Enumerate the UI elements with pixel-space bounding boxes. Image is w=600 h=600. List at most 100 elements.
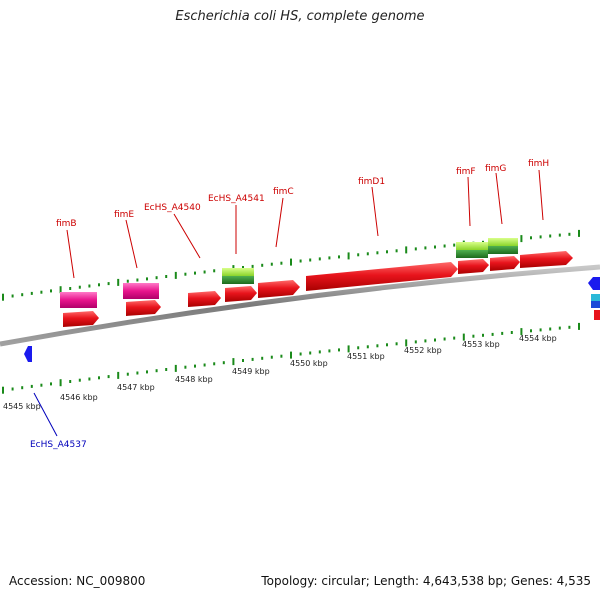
tick-mark [443, 337, 446, 341]
tick-mark [155, 369, 158, 373]
scale-label: 4551 kbp [347, 352, 385, 361]
tick-mark [386, 343, 388, 347]
tick-mark [107, 282, 110, 286]
gene-edge-blue-feature[interactable] [591, 301, 600, 308]
accession-text: Accession: NC_009800 [9, 574, 146, 588]
gene-label-fimD1[interactable]: fimD1 [358, 177, 385, 187]
tick-mark [11, 387, 14, 391]
tick-mark [69, 287, 72, 290]
genome-title: Escherichia coli HS, complete genome [175, 9, 425, 24]
tick-mark [213, 362, 216, 366]
gene-fimH-arrow[interactable] [520, 251, 573, 268]
tick-mark [203, 270, 206, 274]
upper-tick-track [2, 229, 580, 301]
gene-fimF-arrow[interactable] [458, 259, 489, 274]
gene-fimB-pink[interactable] [60, 292, 97, 308]
gene-label-fimH[interactable]: fimH [528, 159, 549, 169]
tick-mark [472, 334, 475, 338]
gene-label-fimE[interactable]: fimE [114, 210, 134, 220]
gene-edge-red-feature[interactable] [594, 310, 600, 320]
tick-mark [126, 372, 129, 376]
tick-mark [184, 365, 187, 369]
tick-mark [146, 277, 148, 281]
tick-mark [242, 359, 244, 362]
tick-mark [491, 332, 494, 336]
gene-fimG-green-b[interactable] [488, 246, 518, 254]
tick-mark [30, 291, 33, 295]
gene-EcHS_A4537-arrow[interactable] [24, 346, 32, 362]
tick-mark [434, 245, 436, 249]
tick-mark [280, 261, 283, 265]
gene-EcHS_A4540-arrow[interactable] [188, 291, 221, 307]
label-leader-lines [66, 169, 544, 279]
tick-mark [40, 290, 43, 294]
gene-fimG-green[interactable] [488, 238, 518, 246]
gene-label-fimC[interactable]: fimC [273, 187, 294, 197]
scale-label: 4547 kbp [117, 383, 155, 392]
tick-mark [11, 294, 14, 298]
gene-EcHS_A4541-arrow[interactable] [225, 286, 257, 302]
tick-mark [453, 243, 456, 247]
gene-edge-cyan-feature[interactable] [591, 294, 600, 301]
tick-mark [453, 336, 456, 340]
tick-mark [2, 386, 4, 394]
tick-mark [558, 326, 561, 330]
gene-fimC-arrow[interactable] [258, 280, 300, 298]
tick-mark [366, 252, 369, 256]
scale-label: 4554 kbp [519, 334, 557, 343]
scale-label: 4553 kbp [462, 340, 500, 349]
scale-label: 4549 kbp [232, 367, 270, 376]
topology-text: Topology: circular; Length: 4,643,538 bp… [261, 574, 591, 588]
tick-mark [117, 371, 120, 379]
gene-fimE-arrow[interactable] [126, 300, 161, 316]
tick-mark [424, 246, 427, 250]
tick-mark [328, 349, 331, 353]
gene-EcHS_A4541-green[interactable] [222, 268, 254, 276]
tick-mark [376, 344, 379, 348]
tick-mark [290, 258, 292, 266]
gene-label-EcHS_A4540[interactable]: EcHS_A4540 [144, 203, 201, 213]
tick-mark [78, 285, 81, 289]
tick-mark [155, 276, 158, 280]
gene-label-fimG[interactable]: fimG [485, 164, 506, 174]
tick-mark [318, 257, 321, 261]
gene-fimD1-arrow[interactable] [306, 262, 458, 291]
scale-label: 4550 kbp [290, 359, 328, 368]
gene-fimG-arrow[interactable] [490, 256, 520, 271]
gene-edge-blue-arrow[interactable] [588, 277, 600, 290]
tick-mark [21, 293, 24, 297]
tick-mark [174, 364, 177, 372]
tick-mark [213, 269, 216, 273]
gene-label-fimB[interactable]: fimB [56, 219, 77, 229]
scale-label: 4546 kbp [60, 393, 98, 402]
gene-fimE-pink[interactable] [123, 283, 159, 299]
tick-mark [424, 339, 427, 343]
tick-mark [549, 327, 552, 331]
tick-mark [78, 378, 81, 382]
gene-label-EcHS_A4541[interactable]: EcHS_A4541 [208, 194, 265, 204]
tick-mark [357, 346, 360, 350]
tick-mark [338, 255, 340, 259]
gene-EcHS_A4541-green-b[interactable] [222, 276, 254, 284]
gene-label-EcHS_A4537[interactable]: EcHS_A4537 [30, 440, 87, 450]
gene-fimF-green[interactable] [456, 242, 488, 250]
tick-mark [501, 331, 504, 335]
gene-label-fimF[interactable]: fimF [456, 167, 476, 177]
tick-mark [69, 380, 72, 383]
tick-mark [414, 247, 417, 251]
tick-mark [530, 329, 532, 333]
tick-mark [165, 275, 168, 278]
tick-mark [357, 253, 360, 257]
tick-mark [98, 376, 100, 380]
gene-fimB-arrow[interactable] [63, 311, 99, 327]
tick-mark [462, 333, 465, 341]
tick-mark [347, 345, 350, 353]
tick-mark [405, 339, 408, 347]
tick-mark [443, 244, 446, 248]
gene-fimF-green-b[interactable] [456, 250, 488, 258]
tick-mark [98, 283, 100, 287]
tick-mark [270, 262, 273, 266]
tick-mark [194, 364, 196, 368]
tick-mark [414, 340, 417, 344]
